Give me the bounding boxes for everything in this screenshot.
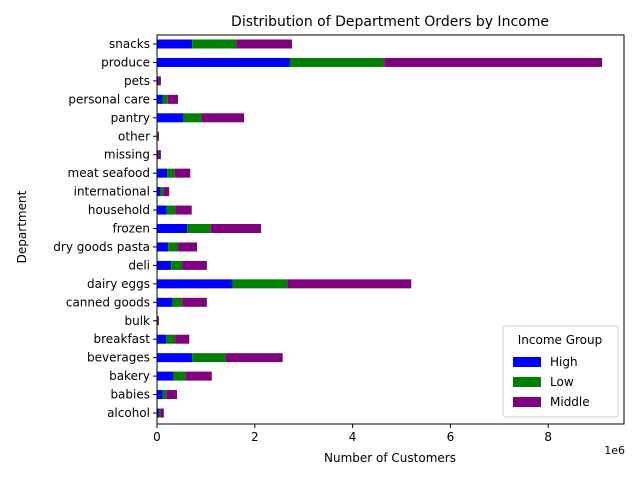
bar-snacks-middle [236, 40, 292, 49]
bar-breakfast-high [157, 335, 166, 344]
bar-personal-care-high [157, 95, 163, 104]
bar-produce-middle [384, 58, 602, 67]
bar-bakery-high [157, 372, 174, 381]
x-tick-label: 2 [251, 430, 259, 444]
bar-personal-care-middle [168, 95, 178, 104]
bar-dry-goods-pasta-high [157, 242, 168, 251]
y-tick-label: international [74, 185, 150, 199]
y-axis-label: Department [15, 190, 29, 263]
bar-household-high [157, 206, 167, 215]
bar-bulk-middle [158, 316, 159, 325]
x-tick-label: 4 [349, 430, 357, 444]
bar-missing-middle [158, 150, 160, 159]
bar-deli-low [171, 261, 182, 270]
bar-international-low [160, 187, 163, 196]
legend-label-low: Low [550, 375, 574, 389]
y-tick-label: alcohol [107, 406, 150, 420]
y-tick-label: canned goods [66, 295, 150, 309]
bar-produce-low [290, 58, 384, 67]
legend-label-high: High [550, 355, 578, 369]
bar-frozen-low [187, 224, 210, 233]
bar-household-middle [176, 206, 192, 215]
x-axis-offset-text: 1e6 [604, 444, 625, 457]
bar-beverages-low [192, 353, 226, 362]
x-tick-label: 8 [544, 430, 552, 444]
y-tick-label: snacks [109, 37, 150, 51]
bar-personal-care-low [163, 95, 168, 104]
bar-dry-goods-pasta-middle [178, 242, 197, 251]
legend-swatch-high [513, 357, 541, 367]
legend-swatch-middle [513, 397, 541, 407]
y-tick-label: missing [104, 148, 150, 162]
y-tick-label: deli [128, 258, 150, 272]
y-tick-label: personal care [68, 92, 150, 106]
bar-breakfast-middle [175, 335, 189, 344]
bar-deli-middle [182, 261, 206, 270]
bar-canned-goods-middle [182, 298, 206, 307]
y-tick-label: pets [124, 74, 150, 88]
chart-title: Distribution of Department Orders by Inc… [231, 14, 549, 30]
bar-other-middle [158, 132, 159, 141]
bar-pantry-low [183, 113, 202, 122]
bar-babies-low [163, 390, 166, 399]
y-tick-label: dry goods pasta [53, 240, 150, 254]
y-tick-label: household [88, 203, 150, 217]
y-tick-label: breakfast [93, 332, 150, 346]
x-axis: 0 2 4 6 8 [153, 424, 552, 444]
bar-alcohol-middle [160, 409, 163, 418]
y-tick-label: beverages [87, 351, 150, 365]
x-tick-label: 0 [153, 430, 161, 444]
y-tick-label: meat seafood [68, 166, 150, 180]
legend-title: Income Group [518, 333, 603, 347]
bar-alcohol-low [159, 409, 160, 418]
bar-babies-middle [166, 390, 177, 399]
bar-bakery-middle [186, 372, 212, 381]
bar-pantry-high [157, 113, 183, 122]
bar-canned-goods-high [157, 298, 173, 307]
bar-meat-seafood-low [167, 169, 174, 178]
legend-label-middle: Middle [550, 395, 590, 409]
bar-breakfast-low [166, 335, 175, 344]
bar-deli-high [157, 261, 171, 270]
y-tick-label: dairy eggs [87, 277, 150, 291]
bar-frozen-middle [211, 224, 261, 233]
bar-meat-seafood-middle [175, 169, 191, 178]
x-axis-label: Number of Customers [324, 451, 456, 465]
bar-international-high [157, 187, 160, 196]
y-tick-label: other [118, 129, 150, 143]
bar-snacks-high [157, 40, 192, 49]
bar-dairy-eggs-low [233, 279, 288, 288]
y-axis: alcohol babies bakery beverages breakfast bul… [53, 37, 157, 420]
bar-snacks-low [192, 40, 236, 49]
legend-swatch-low [513, 377, 541, 387]
y-tick-label: bulk [124, 314, 150, 328]
bar-babies-high [157, 390, 163, 399]
legend: Income Group High Low Middle [503, 326, 618, 417]
bar-household-low [167, 206, 176, 215]
bar-beverages-middle [226, 353, 283, 362]
bar-frozen-high [157, 224, 187, 233]
y-tick-label: bakery [109, 369, 150, 383]
bar-pets-middle [158, 76, 160, 85]
y-tick-label: pantry [111, 111, 150, 125]
x-tick-label: 6 [447, 430, 455, 444]
bar-dairy-eggs-high [157, 279, 233, 288]
bar-bakery-low [174, 372, 186, 381]
bar-meat-seafood-high [157, 169, 167, 178]
y-tick-label: babies [110, 388, 150, 402]
y-tick-label: produce [101, 55, 150, 69]
bar-pantry-middle [202, 113, 244, 122]
bar-dairy-eggs-middle [288, 279, 412, 288]
bar-international-middle [163, 187, 169, 196]
bar-canned-goods-low [173, 298, 183, 307]
bar-dry-goods-pasta-low [168, 242, 178, 251]
y-tick-label: frozen [112, 222, 150, 236]
bar-beverages-high [157, 353, 192, 362]
bar-produce-high [157, 58, 290, 67]
